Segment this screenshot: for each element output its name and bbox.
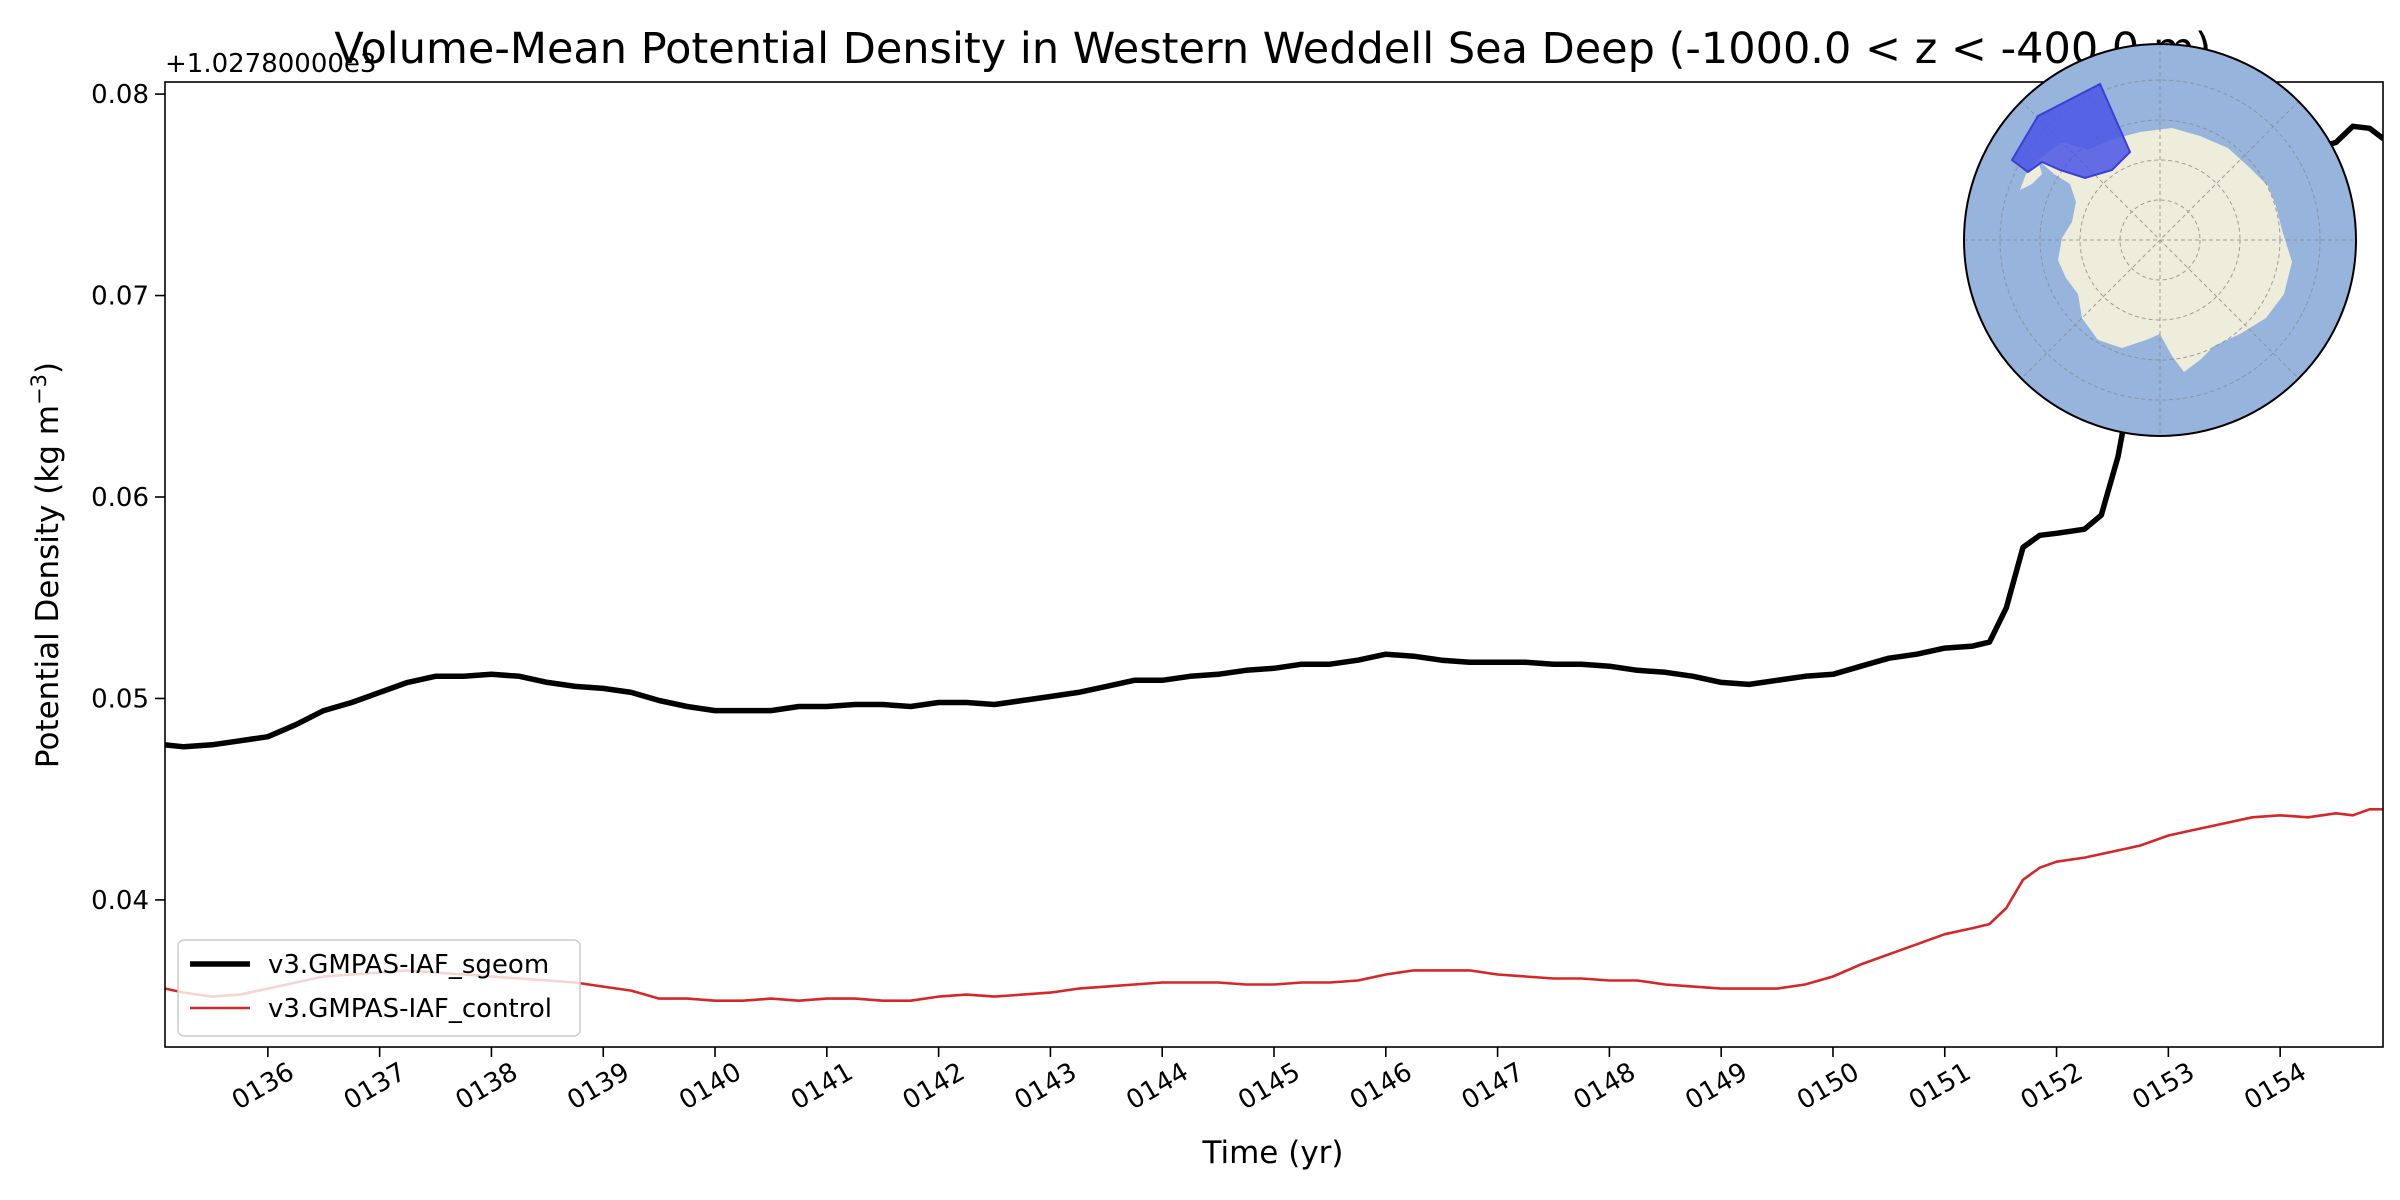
inset-map-border (1963, 43, 2357, 437)
x-axis-label: Time (yr) (1202, 1135, 1344, 1171)
x-tick-label: 0147 (1457, 1057, 1529, 1116)
x-tick-label: 0139 (562, 1057, 634, 1116)
y-axis-ticks: 0.04 0.05 0.06 0.07 0.08 (91, 80, 165, 916)
legend-label-control: v3.GMPAS-IAF_control (268, 994, 552, 1024)
y-tick-label: 0.08 (91, 80, 149, 110)
series-line-sgeom (165, 123, 2383, 750)
y-tick-label: 0.06 (91, 483, 149, 513)
x-tick-label: 0144 (1121, 1057, 1193, 1116)
x-tick-label: 0143 (1010, 1057, 1082, 1116)
x-tick-label: 0136 (227, 1057, 299, 1116)
x-tick-label: 0153 (2128, 1057, 2200, 1116)
x-axis-ticks: 0136 0137 0138 0139 0140 0141 0142 0143 0144 0145… (227, 1047, 2312, 1116)
chart-title: Volume-Mean Potential Density in Western… (334, 24, 2211, 74)
x-tick-label: 0152 (2016, 1057, 2088, 1116)
y-offset-text: +1.02780000e3 (165, 49, 376, 79)
x-tick-label: 0151 (1904, 1057, 1976, 1116)
y-axis-label: Potential Density (kg m−3) (27, 362, 66, 768)
x-tick-label: 0149 (1680, 1057, 1752, 1116)
x-tick-label: 0148 (1569, 1057, 1641, 1116)
legend-box (177, 939, 581, 1037)
x-tick-label: 0154 (2239, 1057, 2311, 1116)
y-axis-label-superscript: −3 (27, 374, 51, 405)
x-tick-label: 0146 (1345, 1057, 1417, 1116)
legend[interactable]: v3.GMPAS-IAF_sgeom v3.GMPAS-IAF_control (177, 939, 581, 1037)
legend-label-sgeom: v3.GMPAS-IAF_sgeom (268, 950, 549, 980)
x-tick-label: 0145 (1233, 1057, 1305, 1116)
x-tick-label: 0137 (339, 1057, 411, 1116)
inset-map-region-highlight (2010, 82, 2132, 180)
x-tick-label: 0140 (674, 1057, 746, 1116)
x-tick-label: 0142 (898, 1057, 970, 1116)
inset-map-antarctica (2038, 128, 2292, 372)
x-tick-label: 0141 (786, 1057, 858, 1116)
y-tick-label: 0.05 (91, 684, 149, 714)
x-tick-label: 0138 (451, 1057, 523, 1116)
y-axis-label-main: Potential Density (kg m (30, 405, 66, 768)
y-tick-label: 0.07 (91, 282, 149, 312)
y-axis-label-close: ) (30, 362, 66, 374)
inset-map-peninsula (2020, 160, 2042, 190)
x-tick-label: 0150 (1792, 1057, 1864, 1116)
axes-frame (164, 81, 2384, 1048)
inset-map-graticule (1964, 44, 2356, 436)
y-tick-label: 0.04 (91, 886, 149, 916)
inset-map (1963, 43, 2357, 437)
